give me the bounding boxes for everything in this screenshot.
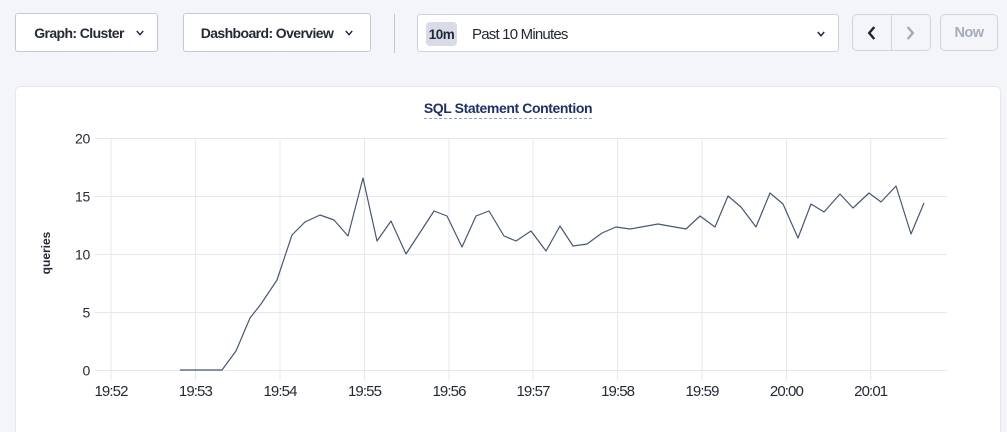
svg-text:19:53: 19:53	[179, 383, 213, 400]
svg-text:20:00: 20:00	[770, 383, 804, 400]
svg-text:19:54: 19:54	[263, 383, 297, 400]
svg-text:5: 5	[83, 305, 91, 321]
svg-text:19:56: 19:56	[432, 383, 466, 400]
svg-text:15: 15	[75, 189, 90, 205]
svg-text:19:59: 19:59	[685, 383, 719, 400]
svg-text:19:52: 19:52	[94, 383, 128, 400]
svg-text:10: 10	[75, 247, 90, 263]
svg-text:0: 0	[83, 363, 91, 379]
svg-text:19:57: 19:57	[516, 383, 550, 400]
svg-text:20:01: 20:01	[854, 383, 888, 400]
svg-text:queries: queries	[39, 231, 53, 274]
svg-text:19:55: 19:55	[348, 383, 382, 400]
svg-text:19:58: 19:58	[601, 383, 635, 400]
svg-text:20: 20	[75, 131, 90, 147]
